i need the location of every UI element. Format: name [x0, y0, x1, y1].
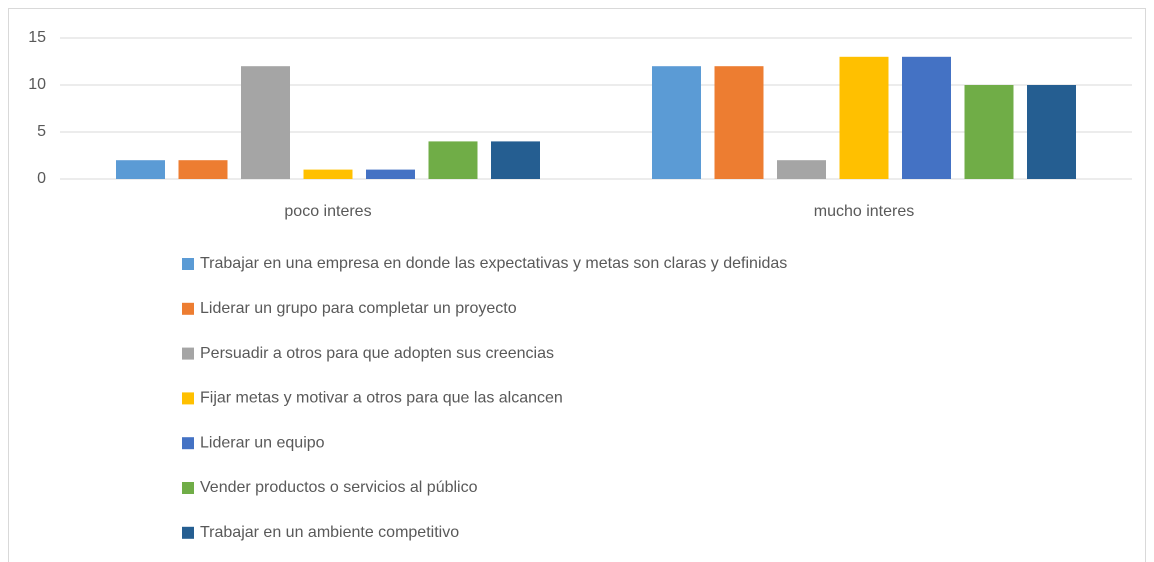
legend-label: Vender productos o servicios al público	[200, 479, 478, 496]
bar	[241, 66, 290, 179]
bar	[116, 160, 165, 179]
bar	[178, 160, 228, 179]
y-tick-label: 15	[28, 29, 46, 46]
bar	[303, 169, 353, 179]
legend-label: Persuadir a otros para que adopten sus c…	[200, 345, 554, 362]
bar	[902, 56, 951, 179]
legend-swatch	[182, 347, 194, 360]
legend-label: Liderar un grupo para completar un proye…	[200, 300, 517, 317]
legend-label: Liderar un equipo	[200, 434, 325, 451]
bar	[652, 66, 701, 179]
legend-label: Fijar metas y motivar a otros para que l…	[200, 390, 563, 407]
y-tick-label: 10	[28, 76, 46, 93]
chart-frame	[8, 8, 1146, 562]
bar	[714, 66, 764, 179]
y-tick-label: 0	[37, 170, 46, 187]
bar	[964, 85, 1014, 179]
bar	[491, 141, 540, 179]
bar	[839, 56, 889, 179]
legend-swatch	[182, 302, 194, 315]
bar	[777, 160, 826, 179]
bar	[366, 169, 415, 179]
y-tick-label: 5	[37, 123, 46, 140]
bar	[1027, 85, 1076, 179]
legend-swatch	[182, 482, 194, 494]
x-tick-label: poco interes	[284, 203, 371, 220]
legend-swatch	[182, 526, 194, 539]
legend-label: Trabajar en una empresa en donde las exp…	[200, 255, 787, 272]
legend-swatch	[182, 392, 194, 405]
x-tick-label: mucho interes	[814, 203, 915, 220]
legend-swatch	[182, 437, 194, 450]
legend-swatch	[182, 258, 194, 270]
legend-label: Trabajar en un ambiente competitivo	[200, 524, 459, 541]
bar	[428, 141, 478, 179]
